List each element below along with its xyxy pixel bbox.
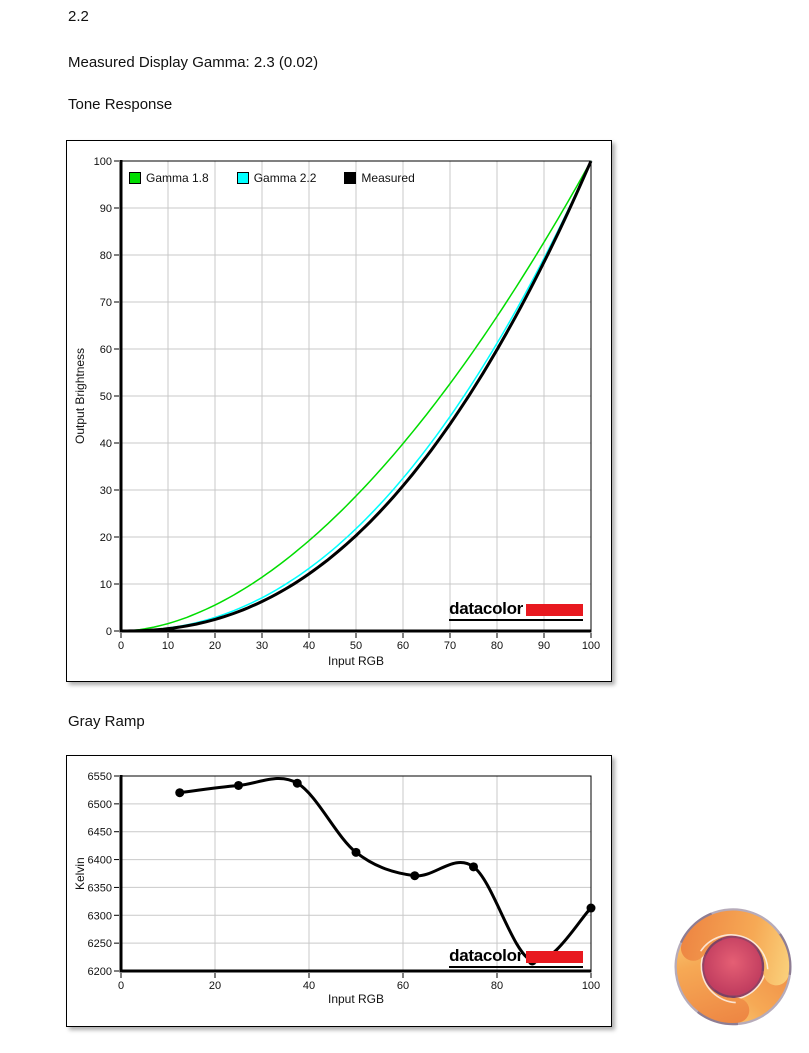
legend-label-gamma-18: Gamma 1.8 [146, 171, 209, 185]
svg-text:40: 40 [100, 438, 112, 450]
legend-item-measured: Measured [344, 171, 415, 185]
datacolor-logo: datacolor [449, 946, 583, 968]
svg-text:100: 100 [582, 980, 600, 992]
svg-text:6450: 6450 [88, 827, 112, 839]
tone-response-plot: 0 10 20 30 40 50 60 70 80 90 100 0 10 20 30 40 50 60 70 80 9… [94, 156, 601, 652]
svg-text:30: 30 [256, 640, 268, 652]
svg-text:6500: 6500 [88, 799, 112, 811]
svg-text:80: 80 [100, 250, 112, 262]
chart-legend: Gamma 1.8 Gamma 2.2 Measured [129, 171, 415, 185]
legend-item-gamma-22: Gamma 2.2 [236, 171, 317, 185]
gray-ramp-plot: 0 20 40 60 80 100 6200 6250 6300 6350 6400 6450 6500… [88, 771, 601, 992]
svg-text:40: 40 [303, 980, 315, 992]
legend-swatch-measured [344, 172, 357, 184]
legend-label-gamma-22: Gamma 2.2 [253, 171, 317, 185]
svg-text:80: 80 [491, 980, 503, 992]
svg-text:80: 80 [491, 640, 503, 652]
svg-text:10: 10 [162, 640, 174, 652]
svg-text:6550: 6550 [88, 771, 112, 783]
kitguru-swirl-logo [674, 908, 792, 1026]
svg-text:6250: 6250 [88, 938, 112, 950]
gray-ramp-chart: 0 20 40 60 80 100 6200 6250 6300 6350 6400 6450 6500… [66, 755, 612, 1027]
svg-text:6400: 6400 [88, 855, 112, 867]
svg-text:90: 90 [538, 640, 550, 652]
logo-blades [674, 908, 792, 1026]
svg-text:6350: 6350 [88, 882, 112, 894]
legend-swatch-gamma-22 [236, 172, 249, 184]
tone-response-heading: Tone Response [68, 96, 173, 113]
svg-text:20: 20 [209, 980, 221, 992]
y-axis-label: Output Brightness [73, 347, 87, 445]
datacolor-logo: datacolor [449, 599, 583, 621]
svg-text:50: 50 [100, 391, 112, 403]
datacolor-wordmark: datacolor [449, 946, 523, 965]
svg-text:70: 70 [100, 297, 112, 309]
svg-text:0: 0 [106, 626, 112, 638]
svg-text:20: 20 [209, 640, 221, 652]
legend-label-measured: Measured [361, 171, 415, 185]
svg-text:100: 100 [94, 156, 112, 168]
gray-ramp-heading: Gray Ramp [68, 713, 145, 730]
svg-text:60: 60 [397, 640, 409, 652]
svg-text:100: 100 [582, 640, 600, 652]
svg-text:0: 0 [118, 980, 124, 992]
x-axis-label: Input RGB [327, 654, 385, 668]
svg-text:60: 60 [397, 980, 409, 992]
svg-text:70: 70 [444, 640, 456, 652]
svg-text:6300: 6300 [88, 910, 112, 922]
gamma-mode-label: 2.2 [68, 8, 89, 25]
svg-text:20: 20 [100, 532, 112, 544]
svg-text:40: 40 [303, 640, 315, 652]
x-axis-label: Input RGB [327, 992, 385, 1006]
svg-text:60: 60 [100, 344, 112, 356]
datacolor-red-bar [526, 604, 583, 616]
svg-text:0: 0 [118, 640, 124, 652]
y-axis-label: Kelvin [73, 857, 87, 890]
measured-gamma-text: Measured Display Gamma: 2.3 (0.02) [68, 54, 319, 71]
svg-text:6200: 6200 [88, 966, 112, 978]
svg-text:50: 50 [350, 640, 362, 652]
datacolor-wordmark: datacolor [449, 599, 523, 618]
legend-item-gamma-18: Gamma 1.8 [129, 171, 209, 185]
svg-text:90: 90 [100, 203, 112, 215]
legend-swatch-gamma-18 [129, 172, 141, 184]
svg-text:10: 10 [100, 579, 112, 591]
svg-text:30: 30 [100, 485, 112, 497]
datacolor-red-bar [526, 951, 583, 963]
tone-response-chart: 0 10 20 30 40 50 60 70 80 90 100 0 10 20 30 40 50 60 70 80 9… [66, 140, 612, 682]
